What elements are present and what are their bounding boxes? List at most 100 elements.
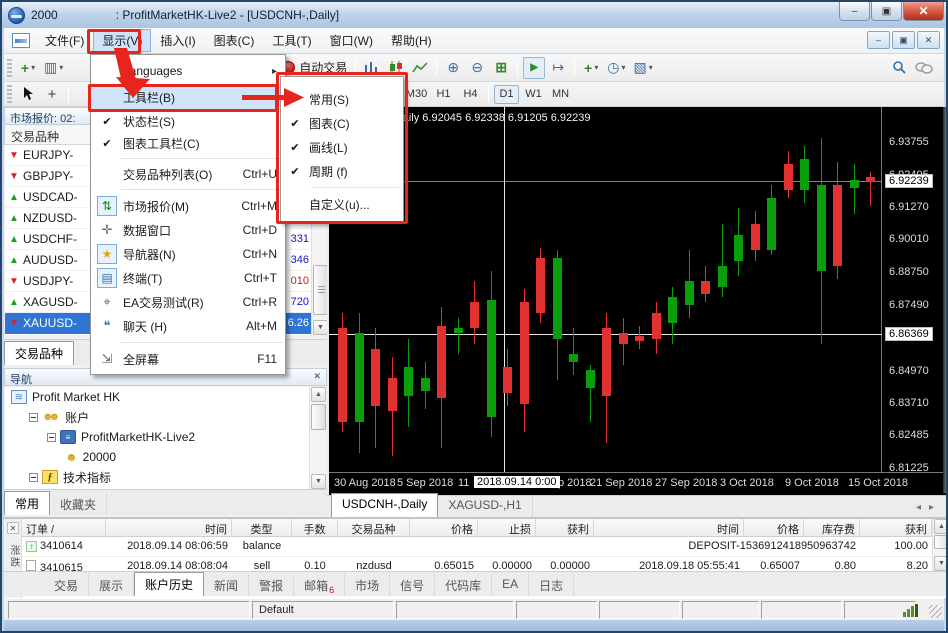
scroll-up-icon[interactable]: ▲	[934, 519, 946, 534]
scroll-down-icon[interactable]: ▼	[311, 474, 326, 489]
terminal-tab-展示[interactable]: 展示	[89, 574, 135, 596]
view-menu-item-数据窗口[interactable]: ✛ 数据窗口 Ctrl+D	[91, 218, 285, 242]
menubar-item-工具(T)[interactable]: 工具(T)	[272, 34, 312, 48]
tile-windows-button[interactable]: ⊞	[490, 57, 512, 79]
view-menu-item-图表工具栏(C)[interactable]: ✔ 图表工具栏(C)	[91, 132, 285, 154]
tree-item-20000[interactable]: ☻ 20000	[5, 447, 309, 467]
scroll-thumb[interactable]	[934, 535, 946, 549]
column-header-库存费[interactable]: 库存费	[804, 519, 860, 537]
market-watch-tab-交易品种[interactable]: 交易品种	[4, 341, 75, 365]
toolbars-submenu-item-周期 (f)[interactable]: ✔ 周期 (f)	[281, 159, 403, 183]
toolbars-submenu-item-图表(C)[interactable]: ✔ 图表(C)	[281, 111, 403, 135]
tab-left-icon[interactable]: ◂	[915, 502, 929, 513]
chart-plot-area[interactable]: USDCNH-,Daily 6.92045 6.92338 6.91205 6.…	[329, 107, 882, 472]
terminal-tab-邮箱[interactable]: 邮箱6	[294, 574, 346, 596]
terminal-tab-代码库[interactable]: 代码库	[435, 574, 493, 596]
tree-item-ProfitMarketHK-Live2[interactable]: ≡ ProfitMarketHK-Live2	[5, 427, 309, 447]
view-menu-item-导航器(N)[interactable]: ★ 导航器(N) Ctrl+N	[91, 242, 285, 266]
zoom-out-button[interactable]: ⊖	[466, 57, 488, 79]
tab-right-icon[interactable]: ▸	[928, 502, 942, 513]
view-menu-item-全屏幕[interactable]: ⇲ 全屏幕 F11	[91, 347, 285, 371]
add-indicator-button[interactable]: + ▾	[580, 57, 602, 79]
terminal-tab-市场[interactable]: 市场	[345, 574, 391, 596]
terminal-tab-新闻[interactable]: 新闻	[204, 574, 250, 596]
toolbar-grip[interactable]	[7, 58, 12, 77]
menubar-item-显示(V)[interactable]: 显示(V)	[93, 29, 152, 52]
collapse-icon[interactable]	[29, 472, 38, 482]
column-header-获利[interactable]: 获利	[860, 519, 932, 537]
view-menu-item-聊天 (H)[interactable]: ❝ 聊天 (H) Alt+M	[91, 314, 285, 338]
column-header-交易品种[interactable]: 交易品种	[338, 519, 410, 537]
minimize-button[interactable]: –	[839, 2, 870, 21]
navigator-tab-收藏夹[interactable]: 收藏夹	[50, 493, 108, 515]
order-row[interactable]: 3410615 2018.09.14 08:08:04 sell 0.10 nzdusd…	[22, 557, 932, 571]
tree-item-账户[interactable]: ☻☻ 账户	[5, 407, 309, 427]
terminal-tab-日志[interactable]: 日志	[529, 574, 575, 596]
chat-button[interactable]	[912, 57, 936, 79]
view-menu-item-交易品种列表(O)[interactable]: 交易品种列表(O) Ctrl+U	[91, 163, 285, 185]
menubar-item-窗口(W)[interactable]: 窗口(W)	[329, 34, 373, 48]
cursor-button[interactable]	[17, 83, 39, 105]
view-menu-item-工具栏(B)[interactable]: 工具栏(B) ▸	[91, 84, 285, 110]
view-menu-item-状态栏(S)[interactable]: ✔ 状态栏(S)	[91, 110, 285, 132]
menubar-item-帮助(H)[interactable]: 帮助(H)	[390, 34, 432, 48]
mdi-minimize-button[interactable]: –	[867, 31, 890, 49]
column-header-价格[interactable]: 价格	[744, 519, 804, 537]
navigator-close-icon[interactable]: ✕	[313, 371, 321, 381]
column-header-价格[interactable]: 价格	[410, 519, 478, 537]
status-profile[interactable]: Default	[252, 601, 394, 619]
period-button-W1[interactable]: W1	[525, 88, 542, 100]
terminal-tab-警报[interactable]: 警报	[249, 574, 295, 596]
tree-item-技术指标[interactable]: ƒ 技术指标	[5, 467, 309, 487]
profiles-button[interactable]: ▥ ▾	[41, 57, 66, 79]
templates-button[interactable]: ▧ ▾	[631, 57, 656, 79]
column-header-时间[interactable]: 时间	[106, 519, 232, 537]
resize-grip[interactable]	[929, 605, 942, 618]
view-menu-item-EA交易测试(R)[interactable]: ⌖ EA交易测试(R) Ctrl+R	[91, 290, 285, 314]
chart-time-axis[interactable]: 30 Aug 2018 5 Sep 2018 11 p 2018 21 Sep 2018…	[329, 472, 946, 493]
mdi-restore-button[interactable]: ▣	[892, 31, 915, 49]
close-button[interactable]: ✕	[903, 2, 944, 21]
mdi-close-button[interactable]: ✕	[917, 31, 940, 49]
terminal-tab-EA[interactable]: EA	[492, 574, 530, 596]
auto-scroll-button[interactable]: ▶	[523, 56, 546, 79]
chart-document-icon[interactable]	[12, 33, 30, 48]
terminal-scrollbar[interactable]: ▲ ▼	[932, 519, 946, 571]
view-menu-item-终端(T)[interactable]: ▤ 终端(T) Ctrl+T	[91, 266, 285, 290]
new-chart-button[interactable]: + ▾	[17, 57, 39, 79]
chart-tab-USDCNH-,Daily[interactable]: USDCNH-,Daily	[331, 493, 439, 517]
tree-item-Profit Market HK[interactable]: ≋ Profit Market HK	[5, 387, 309, 407]
view-menu-item-市场报价(M)[interactable]: ⇅ 市场报价(M) Ctrl+M	[91, 194, 285, 218]
navigator-scrollbar[interactable]: ▲ ▼	[309, 387, 326, 489]
chart-tab-XAGUSD-,H1[interactable]: XAGUSD-,H1	[438, 495, 533, 517]
period-button-MN[interactable]: MN	[551, 88, 570, 100]
terminal-close-icon[interactable]: ✕	[7, 522, 19, 534]
menubar-item-图表(C)[interactable]: 图表(C)	[213, 34, 255, 48]
terminal-tab-信号[interactable]: 信号	[390, 574, 436, 596]
column-header-获利[interactable]: 获利	[536, 519, 594, 537]
view-menu-item-Languages[interactable]: Languages ▸	[91, 58, 285, 84]
column-header-时间[interactable]: 时间	[594, 519, 744, 537]
period-button-H1[interactable]: H1	[436, 88, 451, 100]
period-button-H4[interactable]: H4	[463, 88, 478, 100]
scroll-down-icon[interactable]: ▼	[934, 556, 946, 571]
scroll-thumb[interactable]	[313, 265, 328, 315]
zoom-in-button[interactable]: ⊕	[442, 57, 464, 79]
column-header-止损[interactable]: 止损	[478, 519, 536, 537]
order-row[interactable]: ↑ 3410614 2018.09.14 08:06:59 balance DEPOSI…	[22, 537, 932, 557]
navigator-tab-常用[interactable]: 常用	[4, 491, 51, 515]
menubar-item-文件(F)[interactable]: 文件(F)	[45, 34, 85, 48]
toolbar-grip[interactable]	[7, 85, 12, 103]
menubar-item-插入(I)[interactable]: 插入(I)	[160, 34, 196, 48]
toolbars-submenu-item-常用(S)[interactable]: ✔ 常用(S)	[281, 87, 403, 111]
terminal-tab-交易[interactable]: 交易	[44, 574, 90, 596]
period-button-D1[interactable]: D1	[494, 84, 519, 104]
collapse-icon[interactable]	[47, 432, 56, 442]
bar-chart-button[interactable]	[361, 57, 383, 79]
chart-tab-scroll-arrows[interactable]: ◂▸	[916, 502, 942, 513]
toolbars-submenu-item-自定义(u)...[interactable]: 自定义(u)...	[281, 192, 403, 216]
terminal-tab-账户历史[interactable]: 账户历史	[134, 572, 205, 596]
terminal-side-label[interactable]: 涨跌	[8, 545, 19, 569]
collapse-icon[interactable]	[29, 412, 38, 422]
crosshair-button[interactable]: +	[41, 83, 63, 105]
